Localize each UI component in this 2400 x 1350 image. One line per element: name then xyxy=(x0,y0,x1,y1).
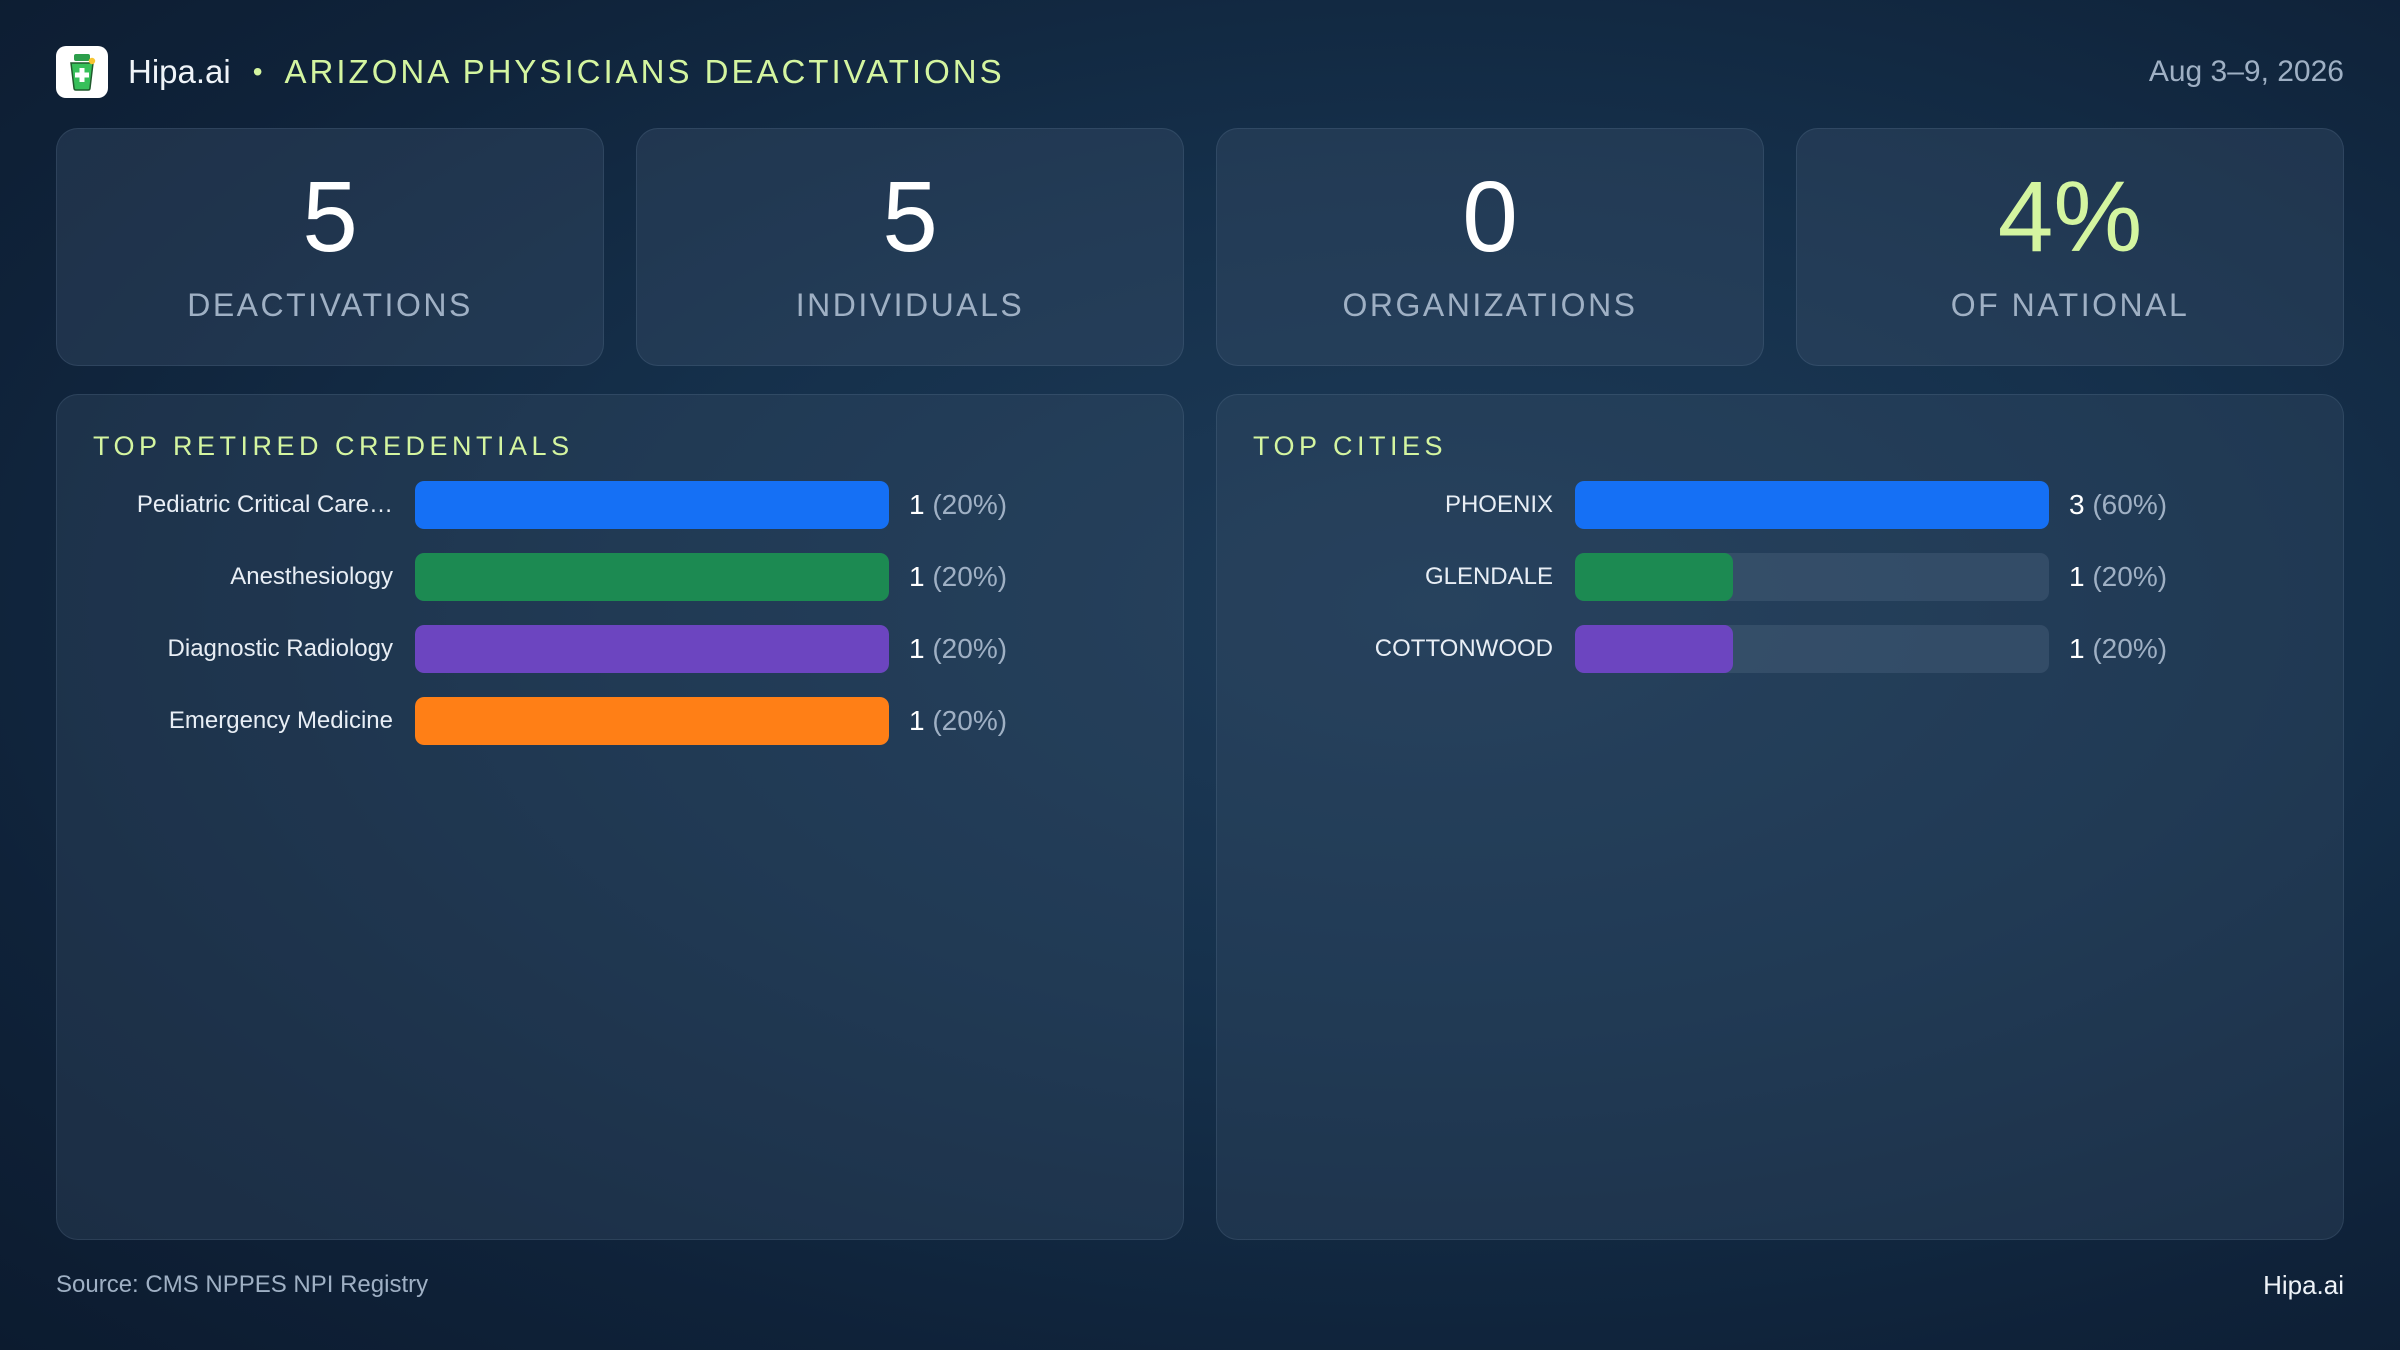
stat-card-deactivations: 5 DEACTIVATIONS xyxy=(56,128,604,366)
logo-icon xyxy=(56,46,108,98)
stat-label: ORGANIZATIONS xyxy=(1342,286,1638,323)
bar-track xyxy=(415,553,889,601)
bar-count: 1 xyxy=(2069,633,2085,664)
bar-category-label: Diagnostic Radiology xyxy=(167,635,393,662)
bar-track xyxy=(1575,625,2049,673)
date-range: Aug 3–9, 2026 xyxy=(2148,55,2344,88)
bar-percent: (20%) xyxy=(932,561,1008,592)
bar-row: Emergency Medicine 1 (20%) xyxy=(169,697,1007,745)
stat-card-individuals: 5 INDIVIDUALS xyxy=(636,128,1184,366)
bar-row: Anesthesiology 1 (20%) xyxy=(230,553,1007,601)
panel-title: TOP CITIES xyxy=(1253,431,1448,461)
brand: Hipa.ai • ARIZONA PHYSICIANS DEACTIVATIO… xyxy=(56,46,1005,98)
title-separator: • xyxy=(252,56,263,87)
bar-percent: (20%) xyxy=(2092,561,2168,592)
bar-value-label: 1 (20%) xyxy=(2069,561,2167,593)
bar-category-label: PHOENIX xyxy=(1444,491,1553,518)
bar-value-label: 1 (20%) xyxy=(2069,633,2167,665)
panel-title: TOP RETIRED CREDENTIALS xyxy=(93,431,574,461)
bar-value-label: 3 (60%) xyxy=(2069,489,2167,521)
bar-count: 1 xyxy=(909,705,925,736)
stat-value: 5 xyxy=(882,160,938,273)
bar-category-label: Pediatric Critical Care… xyxy=(136,491,393,518)
bar-percent: (60%) xyxy=(2092,489,2168,520)
stat-value: 5 xyxy=(302,160,358,273)
bar-value-label: 1 (20%) xyxy=(909,705,1007,737)
bar-percent: (20%) xyxy=(932,489,1008,520)
header: Hipa.ai • ARIZONA PHYSICIANS DEACTIVATIO… xyxy=(56,46,2344,98)
bar-percent: (20%) xyxy=(2092,633,2168,664)
bar-category-label: GLENDALE xyxy=(1424,563,1553,590)
stat-card-organizations: 0 ORGANIZATIONS xyxy=(1216,128,1764,366)
stat-label: DEACTIVATIONS xyxy=(187,286,473,323)
stat-card-national-share: 4% OF NATIONAL xyxy=(1796,128,2344,366)
brand-name: Hipa.ai xyxy=(128,53,231,90)
bar-count: 1 xyxy=(909,489,925,520)
bar-category-label: Emergency Medicine xyxy=(168,707,393,734)
bar-track xyxy=(1575,553,2049,601)
bar xyxy=(415,481,889,529)
bar-row: PHOENIX 3 (60%) xyxy=(1445,481,2167,529)
bar-category-label: COTTONWOOD xyxy=(1374,635,1553,662)
bar-track xyxy=(1575,481,2049,529)
bar xyxy=(415,553,889,601)
bar-percent: (20%) xyxy=(932,633,1008,664)
bar-track xyxy=(415,697,889,745)
bar-count: 3 xyxy=(2069,489,2085,520)
bar xyxy=(415,625,889,673)
bar-value-label: 1 (20%) xyxy=(909,561,1007,593)
cities-panel: TOP CITIES PHOENIX 3 (60%) GLENDALE 1 (20%)… xyxy=(1216,394,2344,1240)
bar xyxy=(1575,481,2049,529)
bar-row: COTTONWOOD 1 (20%) xyxy=(1375,625,2167,673)
stat-value: 4% xyxy=(1997,160,2143,273)
bar-category-label: Anesthesiology xyxy=(230,563,393,590)
bar-value-label: 1 (20%) xyxy=(909,633,1007,665)
stat-label: OF NATIONAL xyxy=(1950,286,2190,323)
bar-row: GLENDALE 1 (20%) xyxy=(1425,553,2167,601)
stat-value: 0 xyxy=(1462,160,1518,273)
bar-count: 1 xyxy=(909,561,925,592)
bar xyxy=(415,697,889,745)
stat-label: INDIVIDUALS xyxy=(795,286,1025,323)
credentials-panel: TOP RETIRED CREDENTIALS Pediatric Critic… xyxy=(56,394,1184,1240)
bar-value-label: 1 (20%) xyxy=(909,489,1007,521)
stats-row: 5 DEACTIVATIONS 5 INDIVIDUALS 0 ORGANIZA… xyxy=(56,128,2344,366)
bar xyxy=(1575,553,1733,601)
bar-track xyxy=(415,481,889,529)
bar-row: Pediatric Critical Care… 1 (20%) xyxy=(137,481,1007,529)
footer-brand: Hipa.ai xyxy=(2263,1270,2344,1300)
bar-count: 1 xyxy=(909,633,925,664)
page-title: ARIZONA PHYSICIANS DEACTIVATIONS xyxy=(284,53,1005,90)
source-note: Source: CMS NPPES NPI Registry xyxy=(56,1271,429,1298)
bar-count: 1 xyxy=(2069,561,2085,592)
bar-percent: (20%) xyxy=(932,705,1008,736)
bar-track xyxy=(415,625,889,673)
bar-row: Diagnostic Radiology 1 (20%) xyxy=(168,625,1007,673)
bar xyxy=(1575,625,1733,673)
